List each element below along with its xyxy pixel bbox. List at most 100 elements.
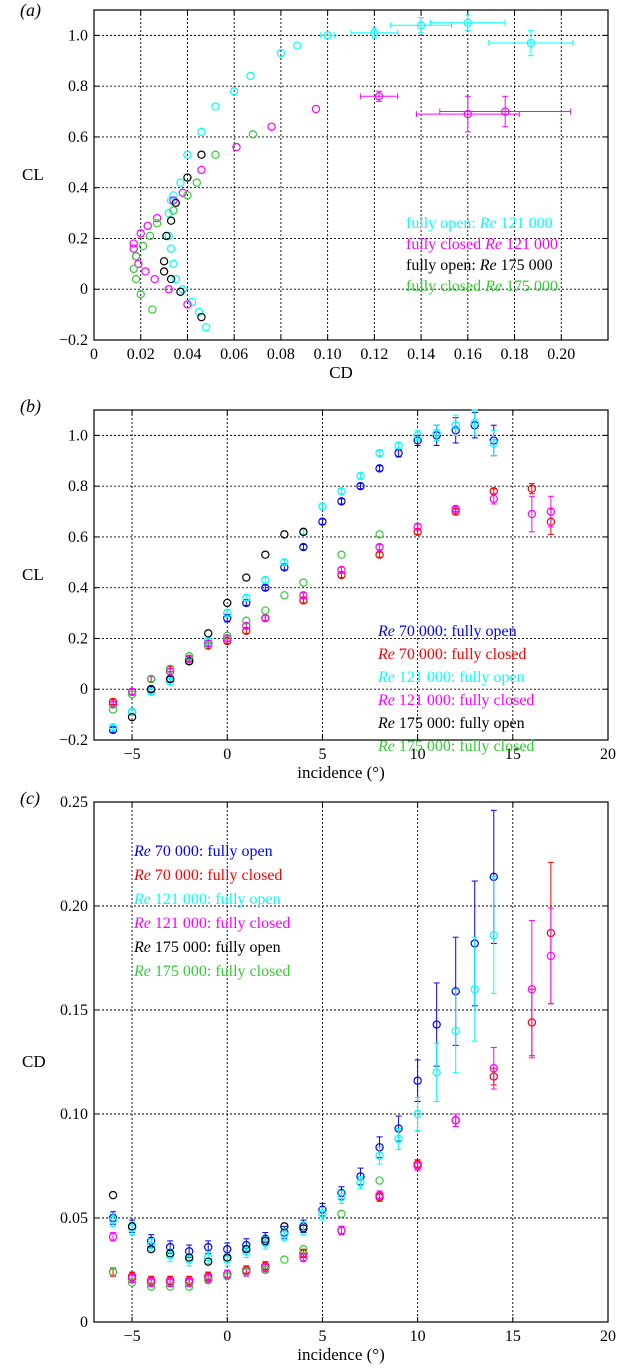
x-tick-label: −5 [124, 1328, 141, 1345]
data-point [470, 418, 479, 427]
data-point [108, 705, 118, 714]
plot-frame [93, 9, 609, 341]
panel-label: (a) [20, 0, 41, 21]
y-tick-label: 0.2 [68, 230, 88, 247]
data-point [138, 241, 148, 251]
data-point [146, 685, 156, 694]
y-tick-label: 0.10 [60, 1106, 88, 1123]
data-point [127, 1278, 137, 1287]
data-point [150, 274, 159, 284]
legend-entry: Re 70 000: fully open [133, 843, 273, 860]
legend-entry: Re 175 000: fully open [133, 939, 281, 956]
legend-re: Re [377, 692, 395, 709]
legend-re: Re [133, 939, 151, 956]
data-point [242, 1267, 251, 1277]
data-point [146, 1244, 156, 1254]
data-point [108, 723, 118, 732]
legend-text: 121 000: fully open [151, 891, 281, 908]
data-point [164, 231, 173, 241]
y-tick-label: 0.8 [68, 478, 88, 495]
data-point [223, 608, 232, 618]
legend-re: Re [377, 738, 395, 755]
x-tick-label: 5 [318, 1328, 326, 1345]
data-point [432, 1068, 441, 1077]
data-point [223, 1244, 232, 1254]
data-point [184, 1278, 194, 1287]
y-tick-label: 0.20 [60, 898, 88, 915]
data-point [318, 1209, 327, 1219]
y-tick-label: 0.4 [68, 580, 88, 597]
x-tick-label: 20 [600, 746, 616, 763]
data-point [394, 1134, 403, 1144]
data-point [136, 290, 145, 299]
legend-entry: Re 121 000: fully closed [133, 915, 290, 932]
y-tick-label: 1.0 [68, 27, 88, 44]
data-point [165, 1278, 175, 1287]
data-point [375, 542, 384, 552]
data-point [242, 621, 251, 630]
data-point [204, 1253, 213, 1262]
data-point [242, 616, 251, 625]
data-point [413, 431, 422, 440]
data-point [356, 481, 365, 491]
x-axis-label: incidence (°) [297, 763, 385, 782]
data-point [527, 985, 537, 994]
legend-text: 121 000: fully closed [151, 915, 291, 932]
data-point [204, 641, 213, 651]
data-point [127, 690, 137, 699]
data-point [261, 606, 270, 615]
data-point [413, 1161, 422, 1171]
data-point [211, 102, 220, 111]
legend-text: 70 000: fully closed [395, 646, 527, 663]
data-point [108, 1190, 118, 1200]
data-point [159, 257, 169, 266]
data-point [187, 297, 197, 307]
series [164, 14, 574, 332]
data-point [356, 1178, 365, 1187]
legend-re: Re [479, 257, 497, 274]
data-point [183, 173, 192, 182]
legend-re: Re [133, 867, 151, 884]
data-point [276, 48, 286, 58]
data-point [223, 598, 232, 608]
series [159, 150, 206, 322]
data-point [356, 471, 365, 481]
legend-entry: Re 175 000: fully closed [133, 963, 290, 980]
legend-prefix: fully open: [406, 257, 480, 274]
legend-re: Re [133, 891, 151, 908]
legend-text: 175 000: fully closed [395, 738, 535, 755]
y-tick-label: 0.8 [68, 78, 88, 95]
data-point [165, 664, 175, 674]
data-point [194, 307, 204, 317]
legend-entry: Re 121 000: fully closed [377, 692, 534, 709]
data-point [489, 438, 498, 448]
data-point [223, 634, 232, 643]
x-tick-label: 0.04 [173, 346, 201, 363]
data-point [489, 494, 498, 504]
panel-a: 0 0.02 0.04 0.06 0.08 0.10 0.12 0.14 0.16 0.18 0.2… [20, 0, 609, 382]
data-point [370, 28, 379, 38]
legend-entry: fully open: Re 175 000 [406, 257, 553, 274]
y-tick-label: 0 [80, 1314, 88, 1331]
data-point [164, 208, 173, 218]
data-point [337, 1209, 346, 1219]
data-point [527, 509, 537, 519]
legend-entry: Re 70 000: fully open [377, 623, 517, 640]
data-point [204, 1242, 213, 1252]
legend-text: 70 000: fully open [151, 843, 273, 860]
data-point [337, 497, 346, 506]
data-point [165, 1249, 175, 1258]
x-tick-label: 0.12 [360, 346, 388, 363]
y-tick-label: 0.6 [68, 129, 88, 146]
data-point [166, 216, 176, 225]
y-tick-label: 0.05 [60, 1210, 88, 1227]
legend-re: Re [484, 278, 502, 295]
data-point [246, 71, 255, 81]
data-point [432, 1020, 441, 1029]
x-tick-label: 0.10 [314, 346, 342, 363]
data-point [299, 1224, 308, 1233]
data-point [108, 1232, 118, 1241]
data-point [145, 231, 155, 241]
x-tick-label: 0.20 [547, 346, 575, 363]
